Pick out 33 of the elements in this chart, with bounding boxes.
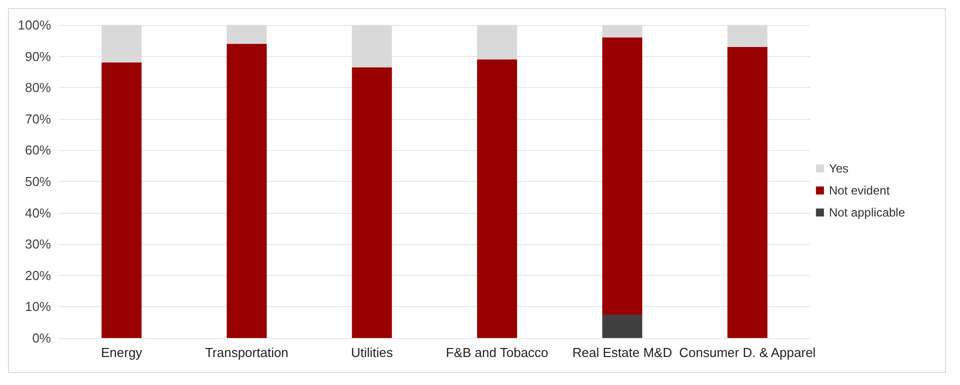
bar: [477, 25, 518, 60]
bar: [352, 67, 392, 338]
y-tick-label: 100%: [18, 18, 52, 32]
bar: [727, 25, 768, 47]
y-tick-label: 90%: [24, 48, 52, 64]
y-tick-label: 70%: [24, 111, 52, 126]
y-tick-label: 80%: [24, 80, 52, 96]
bar: [226, 44, 267, 338]
bar: [602, 38, 642, 315]
y-tick-label: 0%: [32, 330, 52, 346]
x-tick-label: F&B and Tobacco: [446, 345, 548, 360]
bar: [102, 62, 142, 338]
x-tick-label: Energy: [100, 345, 143, 360]
x-tick-label: Consumer D. & Apparel: [679, 345, 816, 360]
x-tick-label: Transportation: [205, 345, 288, 360]
bar: [226, 25, 267, 44]
y-tick-label: 20%: [24, 268, 52, 283]
bar: [602, 314, 642, 338]
y-tick-label: 60%: [24, 142, 52, 158]
bar: [602, 25, 642, 38]
y-tick-label: 10%: [24, 299, 52, 314]
bar: [727, 46, 768, 338]
y-tick-label: 50%: [24, 174, 52, 189]
legend-label: Not evident: [828, 184, 890, 198]
x-tick-label: Real Estate M&D: [572, 345, 672, 360]
bar: [477, 59, 518, 338]
bar: [102, 25, 142, 63]
bar: [352, 25, 392, 68]
y-tick-label: 40%: [24, 205, 52, 220]
x-tick-label: Utilities: [350, 345, 394, 360]
legend-label: Not applicable: [828, 206, 906, 220]
legend-label: Yes: [828, 162, 849, 176]
y-tick-label: 30%: [24, 236, 52, 252]
